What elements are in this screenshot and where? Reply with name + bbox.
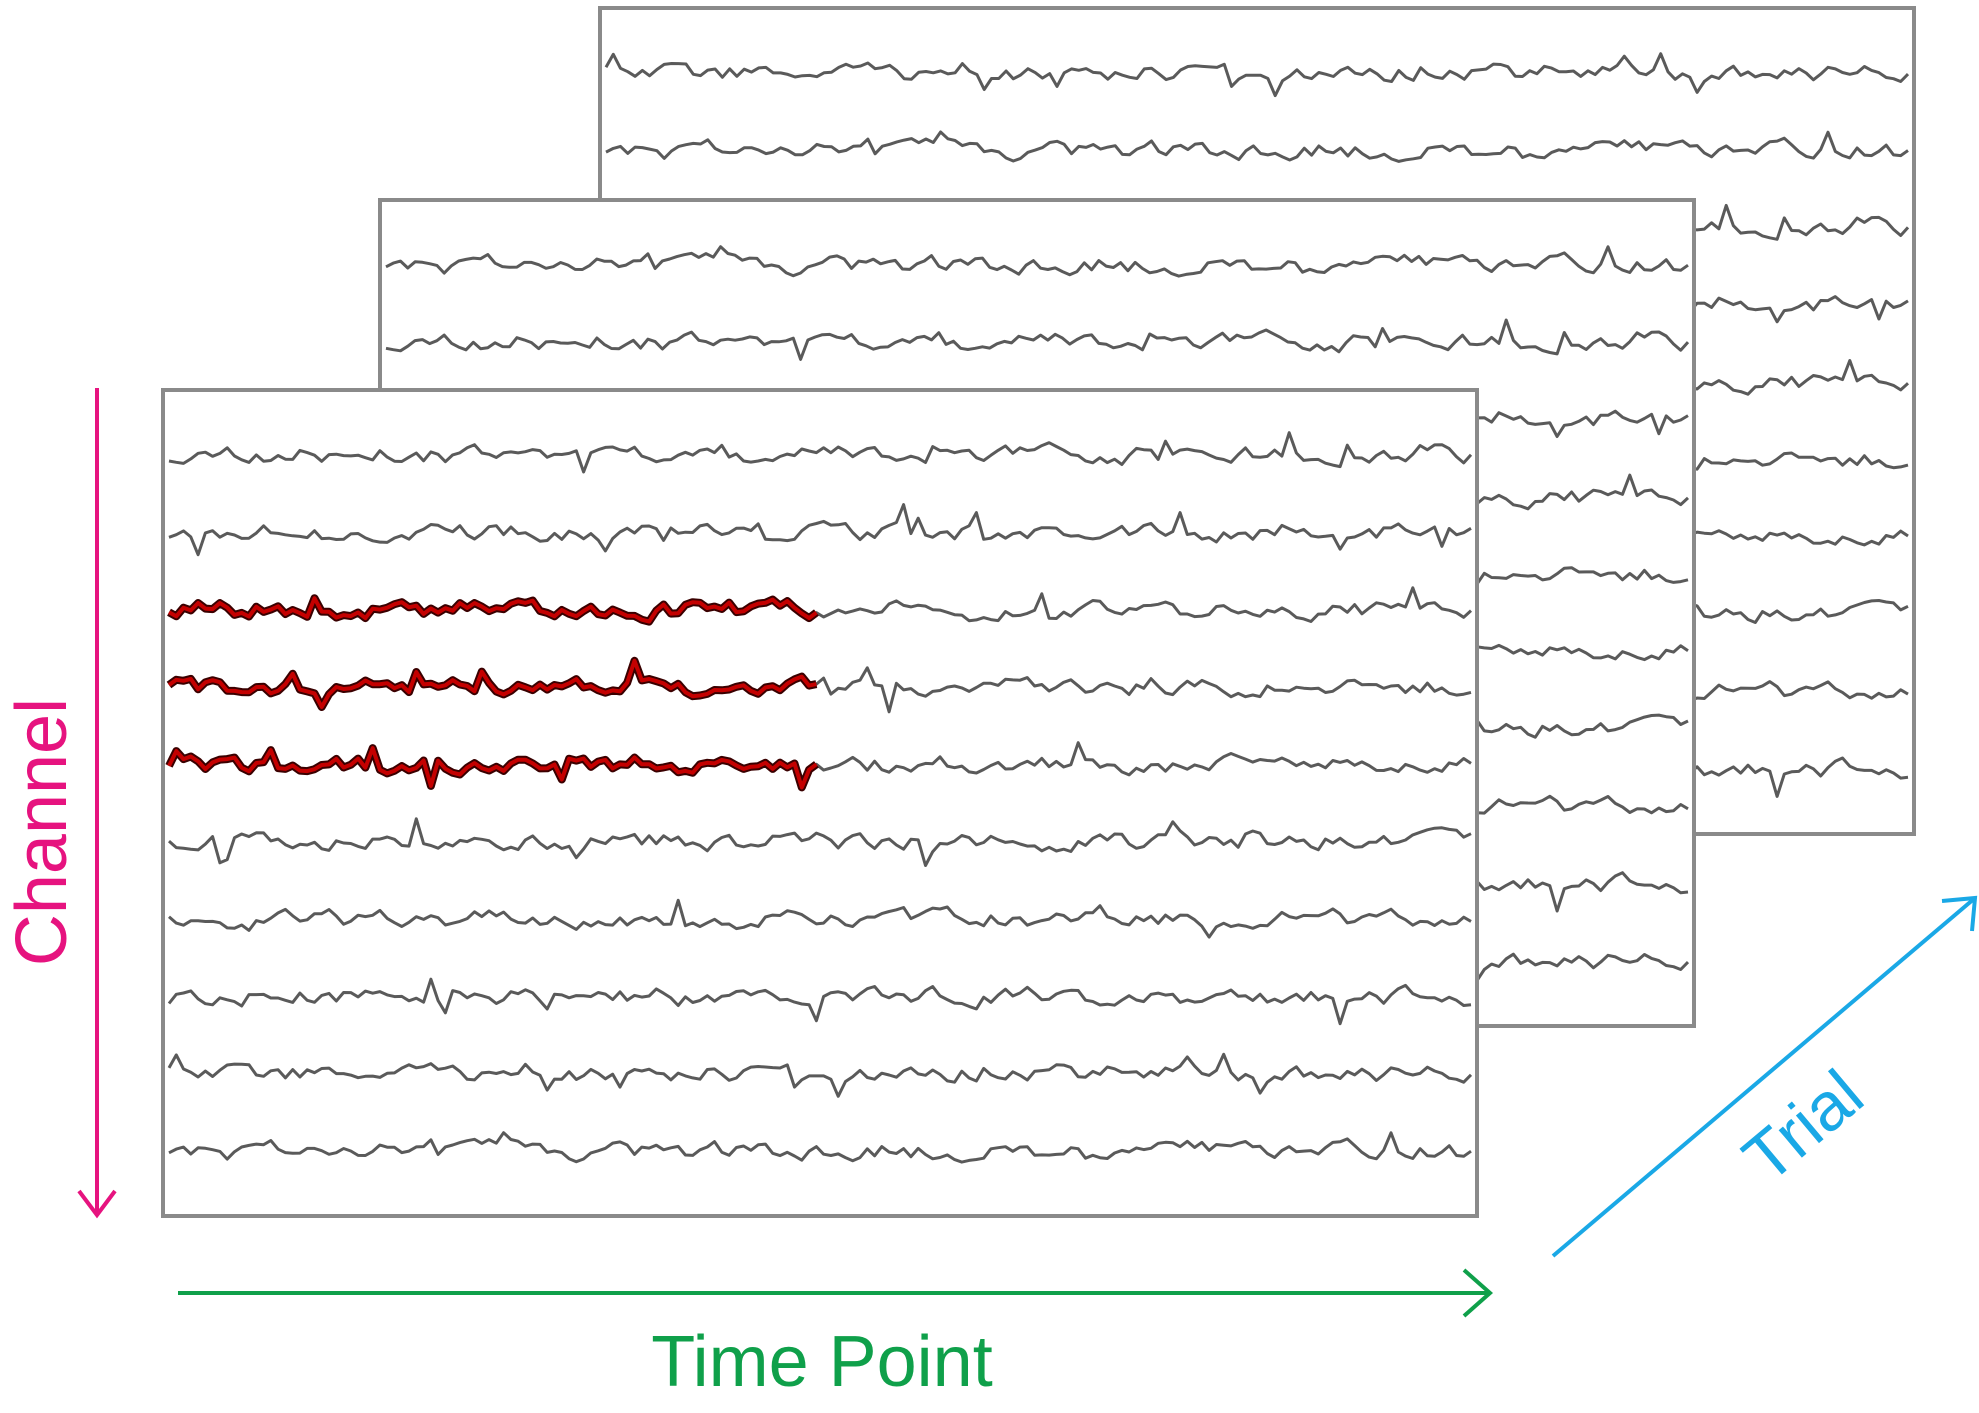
channel-traces [165, 431, 1473, 1164]
channel-label: Channel [2, 698, 82, 966]
channel-trace [167, 1052, 1473, 1098]
time-point-label: Time Point [651, 1322, 992, 1402]
trial-panel-front [161, 388, 1479, 1218]
channel-trace [167, 977, 1472, 1026]
time-point-axis: Time Point [178, 1268, 1494, 1402]
channel-trace [168, 431, 1473, 474]
panel-frame [161, 388, 1479, 1218]
time-point-arrow-head [1462, 1268, 1494, 1318]
trial-arrow-line [1551, 896, 1977, 1258]
highlighted-segment [167, 746, 818, 790]
channel-arrow-head [77, 1189, 117, 1219]
trial-arrow-head [1941, 895, 1978, 932]
highlighted-segment [167, 658, 817, 709]
channel-trace [168, 898, 1472, 939]
channel-trace [385, 318, 1690, 361]
channel-trace [385, 245, 1689, 278]
trial-label: Trial [1729, 1056, 1877, 1198]
channel-trace [168, 503, 1472, 557]
channel-trace [168, 817, 1472, 867]
channel-trace [168, 1131, 1472, 1164]
channel-trace [604, 52, 1910, 98]
channel-axis: Channel [2, 388, 117, 1219]
channel-trace [605, 130, 1909, 163]
highlighted-segment [168, 596, 818, 624]
